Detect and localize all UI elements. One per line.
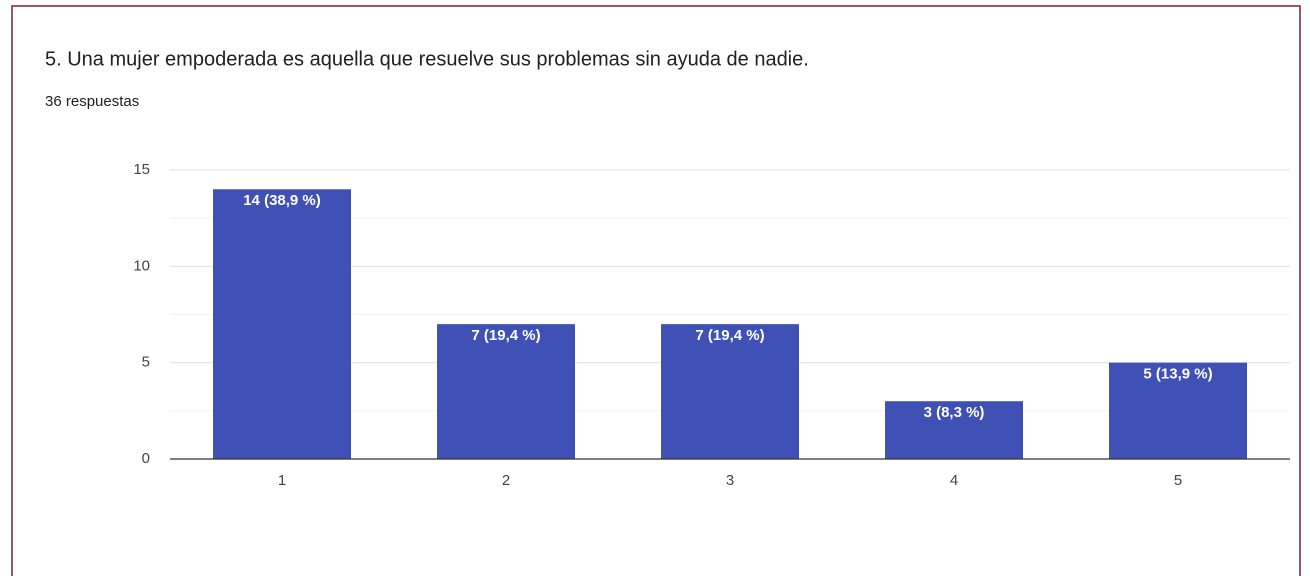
- card-border: [11, 5, 1301, 576]
- data-label: 14 (38,9 %): [243, 192, 321, 209]
- y-tick-label: 10: [133, 257, 150, 274]
- data-label: 3 (8,3 %): [924, 404, 985, 421]
- bar: [437, 324, 575, 459]
- bar: [213, 189, 351, 459]
- chart-title: 5. Una mujer empoderada es aquella que r…: [45, 48, 809, 70]
- data-label: 7 (19,4 %): [471, 327, 540, 344]
- y-tick-label: 15: [133, 161, 150, 178]
- y-tick-label: 5: [142, 354, 150, 371]
- chart-subtitle: 36 respuestas: [45, 93, 139, 110]
- x-tick-label: 5: [1174, 472, 1182, 489]
- bar: [885, 401, 1023, 459]
- x-tick-label: 4: [950, 472, 958, 489]
- data-label: 7 (19,4 %): [695, 327, 764, 344]
- bar: [1109, 362, 1247, 459]
- x-tick-label: 3: [726, 472, 734, 489]
- data-label: 5 (13,9 %): [1143, 366, 1212, 383]
- y-tick-label: 0: [142, 450, 150, 467]
- bar: [661, 324, 799, 459]
- x-tick-label: 2: [502, 472, 510, 489]
- x-tick-label: 1: [278, 472, 286, 489]
